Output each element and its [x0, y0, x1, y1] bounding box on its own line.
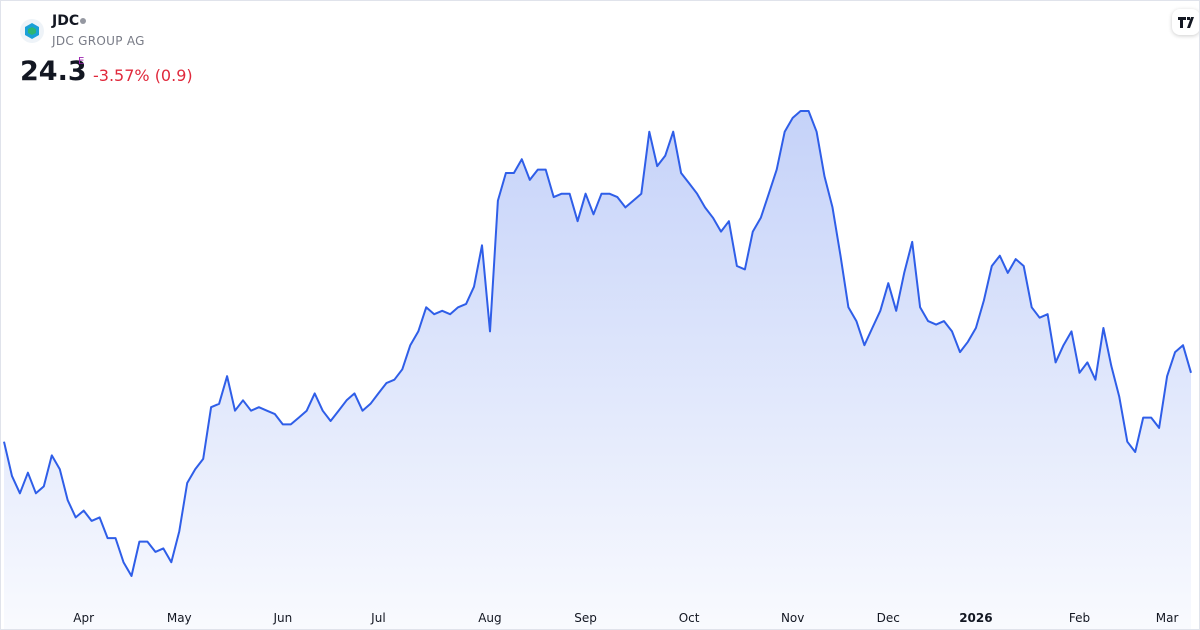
x-tick-label: 2026 [959, 611, 992, 625]
company-name: JDC GROUP AG [52, 34, 145, 48]
x-tick-label: Feb [1069, 611, 1090, 625]
status-dot [80, 18, 86, 24]
price: 24.3 [20, 56, 87, 87]
tv-logo[interactable] [1172, 9, 1199, 35]
x-tick-label: Dec [877, 611, 900, 625]
tv-logo-icon [1178, 17, 1194, 28]
x-tick-label: Oct [679, 611, 700, 625]
price-change: -3.57% (0.9) [93, 66, 193, 85]
symbol: JDC [52, 13, 80, 29]
symbol-logo [20, 19, 44, 43]
price-flag: E [78, 56, 85, 67]
x-tick-label: Apr [73, 611, 94, 625]
x-tick-label: May [167, 611, 192, 625]
x-tick-label: Jun [272, 611, 292, 625]
x-tick-label: Jul [370, 611, 385, 625]
x-tick-label: Mar [1156, 611, 1179, 625]
x-tick-label: Sep [574, 611, 597, 625]
x-tick-label: Nov [781, 611, 804, 625]
x-tick-label: Aug [478, 611, 501, 625]
price-line [3, 110, 1192, 577]
area-fill [4, 111, 1191, 629]
